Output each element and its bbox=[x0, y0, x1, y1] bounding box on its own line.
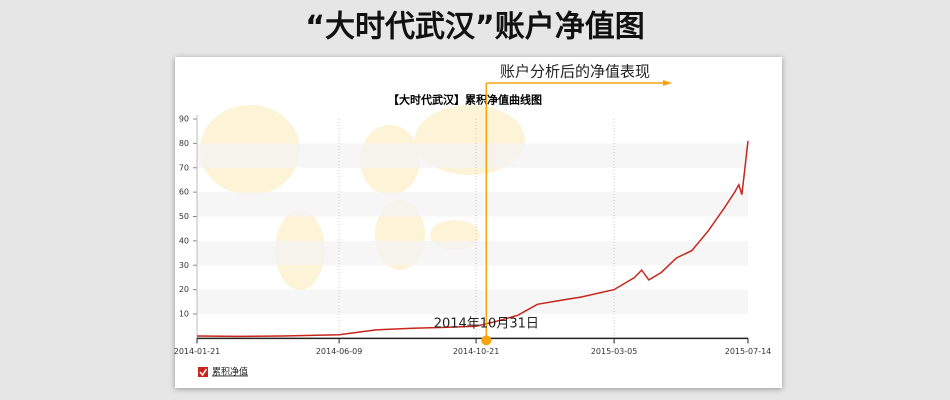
slide-title: “大时代武汉”账户净值图 bbox=[305, 10, 644, 45]
y-tick-label: 20 bbox=[179, 285, 189, 294]
x-tick-label: 2014-10-21 bbox=[453, 347, 500, 356]
y-tick-label: 90 bbox=[179, 115, 189, 124]
chart-title: 【大时代武汉】累积净值曲线图 bbox=[388, 93, 542, 107]
y-tick-label: 30 bbox=[179, 261, 189, 270]
y-tick-label: 80 bbox=[179, 139, 189, 148]
y-tick-label: 70 bbox=[179, 163, 189, 172]
y-tick-label: 40 bbox=[179, 236, 189, 245]
x-tick-label: 2014-06-09 bbox=[316, 347, 363, 356]
y-tick-label: 10 bbox=[179, 310, 189, 319]
legend-check bbox=[199, 368, 208, 377]
grid-band bbox=[197, 240, 748, 266]
grid-band bbox=[197, 192, 748, 217]
marker-note: 账户分析后的净值表现 bbox=[500, 63, 650, 81]
data-line bbox=[196, 140, 749, 338]
x-tick-label: 2015-07-14 bbox=[725, 347, 772, 356]
marker-label: 2014年10月31日 bbox=[434, 317, 539, 332]
marker-arrowhead bbox=[663, 80, 672, 86]
legend-label: 累积净值 bbox=[212, 366, 248, 378]
y-tick-label: 60 bbox=[179, 188, 189, 197]
legend-swatch bbox=[198, 367, 208, 377]
grid-band bbox=[197, 143, 748, 168]
y-tick-label: 50 bbox=[179, 212, 189, 221]
grid-band bbox=[197, 289, 748, 315]
marker-dot bbox=[481, 335, 492, 346]
x-tick-label: 2015-03-05 bbox=[591, 347, 638, 356]
x-tick-label: 2014-01-21 bbox=[174, 347, 221, 356]
